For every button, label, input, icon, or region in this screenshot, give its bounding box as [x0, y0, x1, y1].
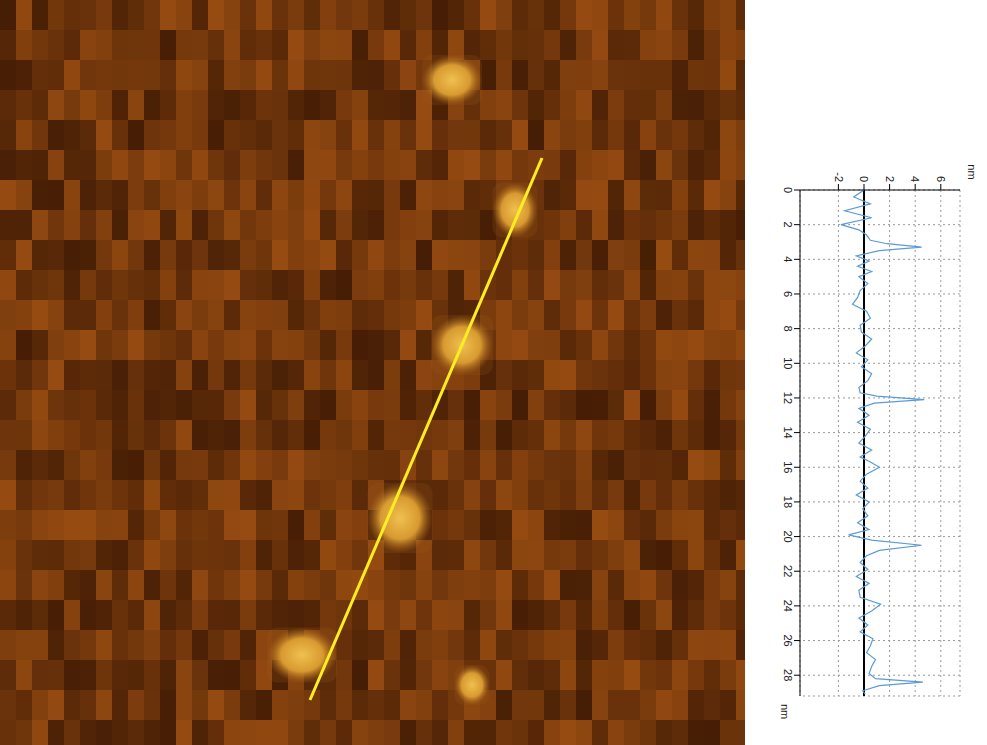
- svg-text:20: 20: [782, 530, 794, 542]
- svg-text:2: 2: [782, 222, 794, 228]
- svg-text:8: 8: [782, 326, 794, 332]
- svg-text:4: 4: [782, 256, 794, 262]
- svg-text:16: 16: [782, 461, 794, 473]
- svg-text:28: 28: [782, 669, 794, 681]
- svg-text:6: 6: [782, 291, 794, 297]
- svg-text:12: 12: [782, 392, 794, 404]
- svg-text:0: 0: [858, 176, 870, 182]
- svg-text:0: 0: [782, 187, 794, 193]
- svg-text:6: 6: [935, 176, 947, 182]
- svg-text:18: 18: [782, 496, 794, 508]
- svg-text:24: 24: [782, 600, 794, 612]
- svg-text:10: 10: [782, 357, 794, 369]
- svg-text:2: 2: [884, 176, 896, 182]
- svg-text:4: 4: [909, 176, 921, 182]
- svg-text:22: 22: [782, 565, 794, 577]
- svg-text:26: 26: [782, 634, 794, 646]
- svg-text:-2: -2: [832, 172, 844, 182]
- svg-text:nm: nm: [966, 164, 978, 179]
- svg-text:14: 14: [782, 426, 794, 438]
- svg-text:nm: nm: [779, 704, 791, 719]
